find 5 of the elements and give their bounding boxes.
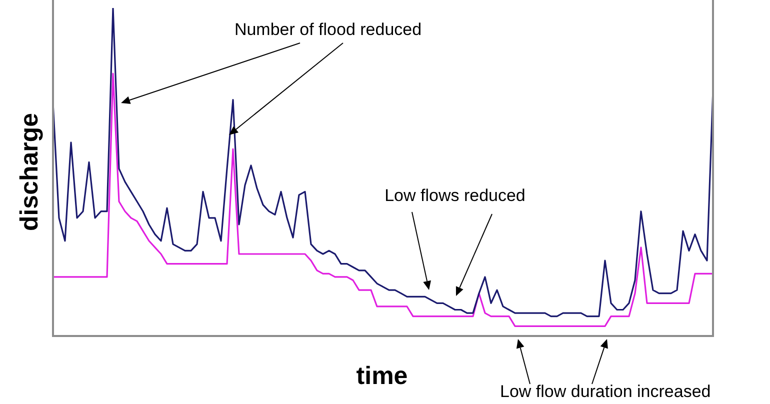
annotation: Number of flood reduced: [234, 20, 422, 40]
text: Low flow duration increased: [500, 382, 711, 402]
annotation: Low flows reduced: [384, 186, 526, 206]
x-axis-title: time: [356, 362, 408, 391]
y-axis-title: discharge: [16, 112, 44, 232]
